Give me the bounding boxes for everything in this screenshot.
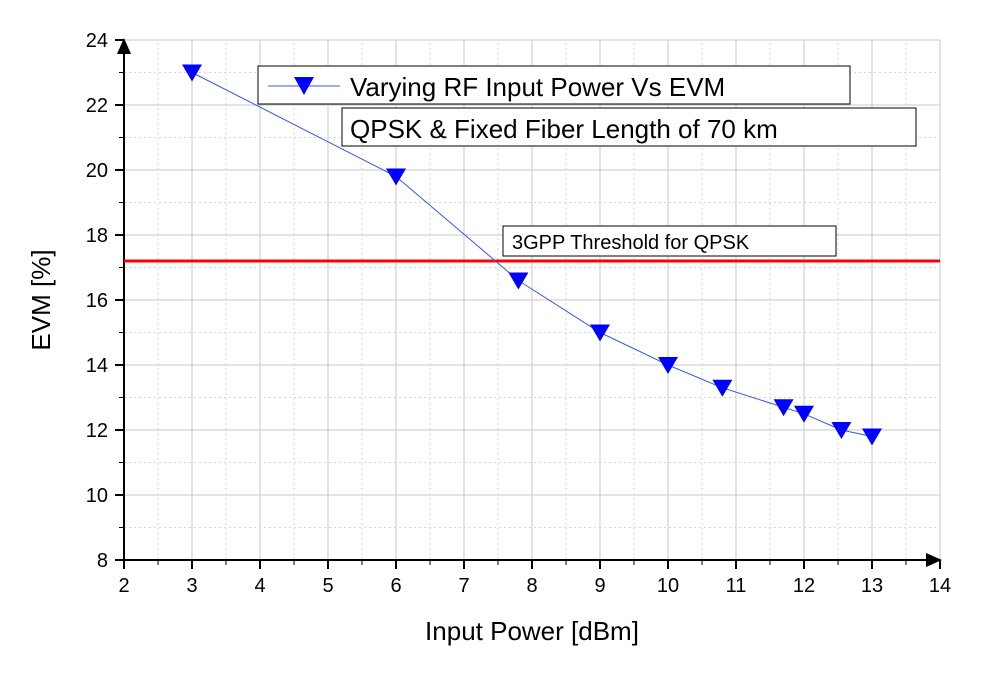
x-axis-arrow xyxy=(926,553,942,567)
axes xyxy=(117,38,942,567)
data-point-marker xyxy=(182,64,202,82)
y-tick-label: 12 xyxy=(86,420,108,442)
legend: Varying RF Input Power Vs EVM QPSK & Fix… xyxy=(257,65,917,147)
legend-box xyxy=(257,65,851,105)
x-axis-title: Input Power [dBm] xyxy=(425,616,639,646)
x-tick-label: 4 xyxy=(254,575,265,597)
series-markers xyxy=(182,64,882,446)
x-tick-label: 10 xyxy=(657,575,679,597)
x-tick-label: 3 xyxy=(186,575,197,597)
data-point-marker xyxy=(794,405,814,423)
data-point-marker xyxy=(712,379,733,397)
ticks xyxy=(115,39,941,569)
x-tick-label: 8 xyxy=(526,575,537,597)
subtitle-box xyxy=(341,107,917,147)
data-point-marker xyxy=(862,428,882,446)
legend-marker-icon xyxy=(294,77,314,95)
data-point-marker xyxy=(590,324,610,342)
y-tick-label: 16 xyxy=(86,290,108,312)
x-tick-label: 11 xyxy=(726,575,747,597)
series-line xyxy=(191,72,873,437)
y-tick-label: 24 xyxy=(86,30,108,52)
data-point-marker xyxy=(386,168,406,186)
tick-labels: 2 3 4 5 6 7 8 9 10 11 12 13 14 8 10 12 14 16 18 20 22 24 xyxy=(86,30,951,597)
data-point-marker xyxy=(658,357,678,374)
y-tick-label: 22 xyxy=(86,95,108,117)
x-tick-label: 13 xyxy=(861,575,883,597)
y-axis-arrow xyxy=(117,38,131,54)
y-tick-label: 14 xyxy=(86,355,108,377)
y-tick-label: 10 xyxy=(86,485,108,507)
x-tick-label: 6 xyxy=(390,575,401,597)
chart-subtitle: QPSK & Fixed Fiber Length of 70 km xyxy=(350,114,778,144)
y-tick-label: 8 xyxy=(97,550,108,572)
y-tick-label: 18 xyxy=(86,225,108,247)
data-point-marker xyxy=(508,272,529,290)
x-tick-label: 12 xyxy=(793,575,815,597)
data-point-marker xyxy=(831,422,852,439)
x-tick-label: 7 xyxy=(458,575,469,597)
data-point-marker xyxy=(773,399,794,417)
legend-entry: Varying RF Input Power Vs EVM xyxy=(350,72,725,102)
x-tick-label: 14 xyxy=(929,575,951,597)
x-tick-label: 9 xyxy=(594,575,605,597)
x-tick-label: 2 xyxy=(118,575,129,597)
threshold-label: 3GPP Threshold for QPSK xyxy=(512,232,750,254)
y-axis-title: EVM [%] xyxy=(26,249,56,350)
x-tick-label: 5 xyxy=(322,575,333,597)
y-tick-label: 20 xyxy=(86,160,108,182)
threshold-label-box: 3GPP Threshold for QPSK xyxy=(502,225,837,257)
